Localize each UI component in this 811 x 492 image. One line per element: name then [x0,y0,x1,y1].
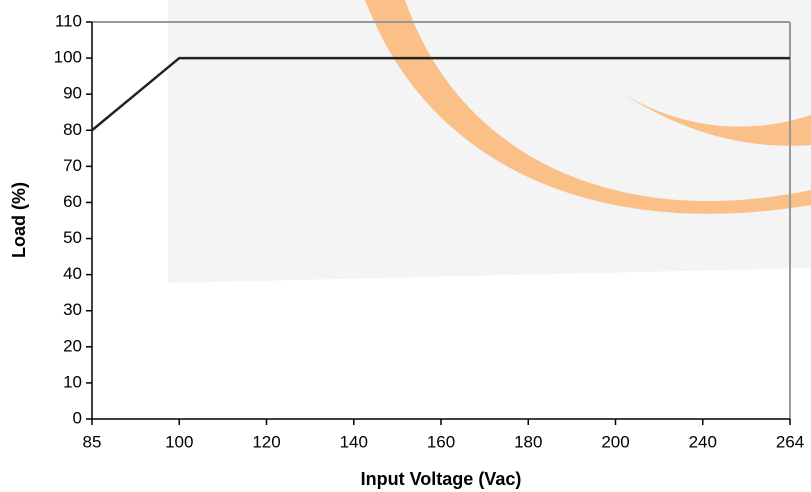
watermark-arc [620,92,811,146]
y-tick-label: 10 [63,372,82,391]
x-tick-label: 200 [601,432,629,451]
y-tick-label: 100 [54,48,82,67]
y-tick-label: 80 [63,120,82,139]
data-line [91,56,790,132]
y-tick-label: 110 [55,11,82,30]
x-tick-label: 100 [165,432,193,451]
y-tick-label: 50 [63,228,82,247]
y-axis-title: Load (%) [9,182,29,258]
y-tick-label: 60 [63,192,82,211]
y-tick-label: 90 [63,84,82,103]
x-tick-label: 140 [340,432,368,451]
x-axis-title: Input Voltage (Vac) [361,469,522,489]
watermark [168,0,811,283]
y-tick-label: 70 [63,156,82,175]
x-tick-label: 240 [689,432,717,451]
x-tick-label: 120 [252,432,280,451]
y-tick-label: 30 [63,300,82,319]
y-tick-label: 0 [73,408,82,427]
x-tick-label: 180 [514,432,542,451]
y-tick-label: 40 [63,264,82,283]
x-tick-label: 264 [776,432,804,451]
x-tick-label: 160 [427,432,455,451]
x-tick-label: 85 [83,432,102,451]
y-tick-label: 20 [63,336,82,355]
